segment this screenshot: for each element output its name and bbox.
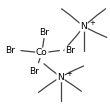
- Text: +: +: [66, 71, 72, 77]
- Text: Br: Br: [39, 28, 49, 37]
- Text: Br: Br: [6, 46, 15, 55]
- Text: Co: Co: [36, 48, 48, 57]
- Text: N: N: [57, 72, 64, 82]
- Text: Br: Br: [29, 67, 39, 76]
- Text: N: N: [80, 22, 87, 31]
- Text: Br: Br: [65, 46, 75, 55]
- Text: +: +: [89, 20, 95, 26]
